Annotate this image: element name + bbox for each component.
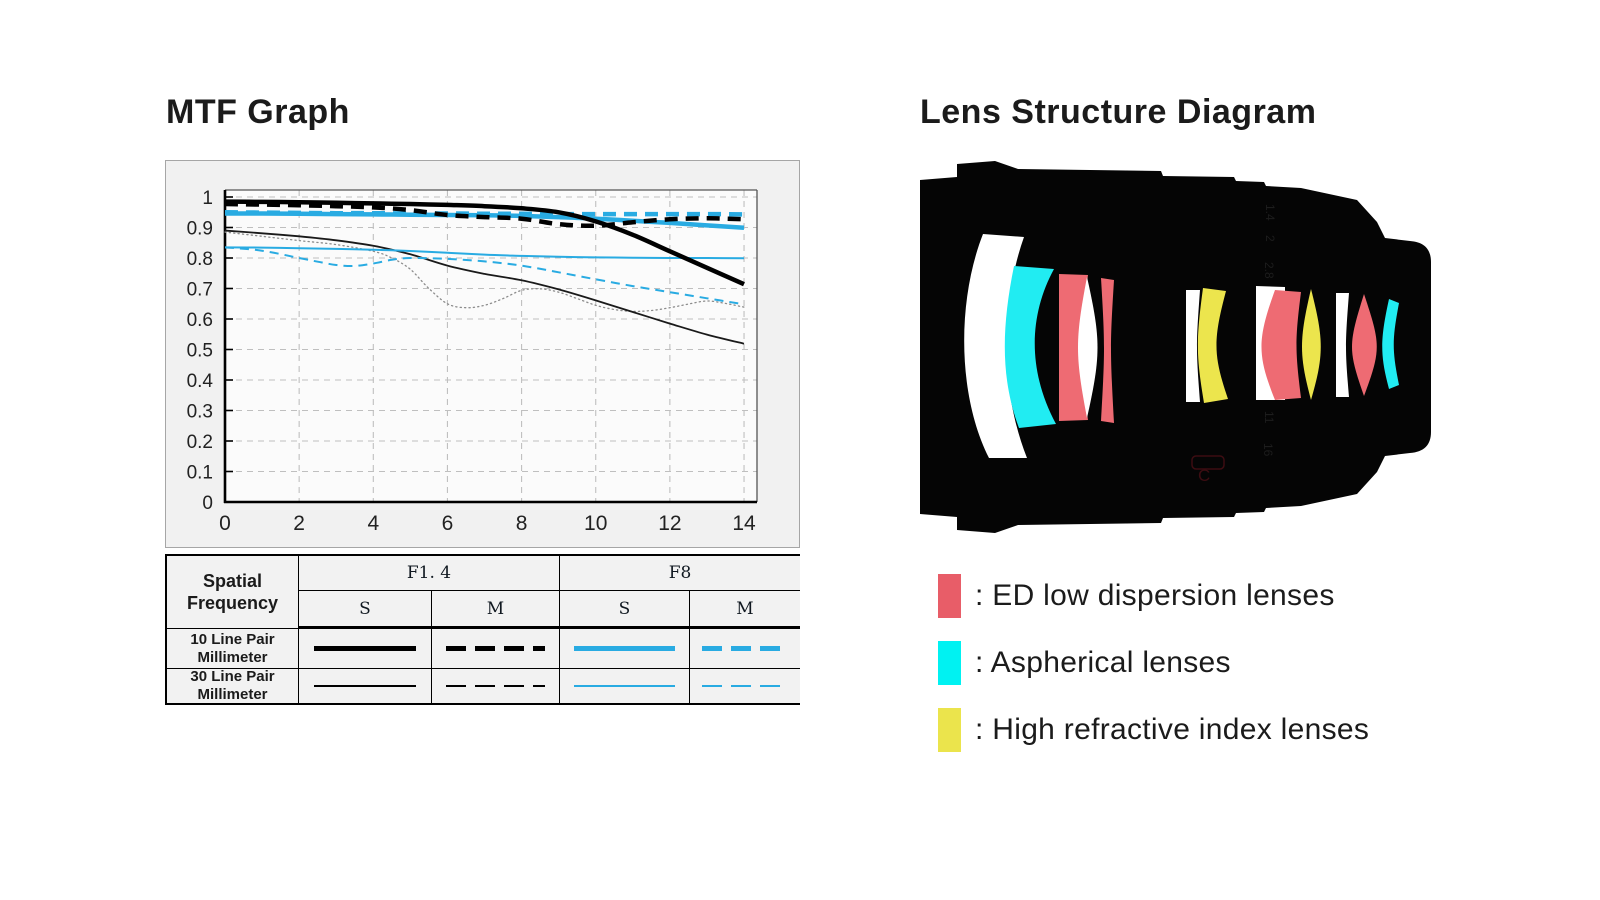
aperture-mark: 1.4 <box>1263 204 1277 221</box>
sample-10lp-f14-s <box>299 629 432 669</box>
aperture-scale-markings: 1.4 2 2.8 11 16 <box>1261 204 1277 457</box>
y-tick-label: 1 <box>202 188 213 209</box>
aperture-group-f8: F8 <box>560 556 800 591</box>
lens-type-legend: : ED low dispersion lenses : Aspherical … <box>938 574 1369 775</box>
subcol-m-f14: M <box>432 591 560 629</box>
sample-30lp-f8-m <box>690 669 800 703</box>
c-badge: C <box>1191 455 1225 485</box>
subcol-s-f8: S <box>560 591 690 629</box>
series-f8-30lp-mm-m <box>224 246 745 306</box>
sample-10lp-f8-s <box>560 629 690 669</box>
x-tick-label: 10 <box>584 512 607 535</box>
lens-element-mid-white-1 <box>1186 290 1200 402</box>
lens-structure-title: Lens Structure Diagram <box>920 93 1317 131</box>
lens-element-ed-4 <box>1352 294 1377 396</box>
x-tick-label: 2 <box>293 512 305 535</box>
line-style-sample <box>445 684 546 688</box>
aspherical-color-swatch <box>938 641 961 685</box>
series-f1-4-30lp-mm-m <box>224 231 745 313</box>
row-label-30lp: 30 Line Pair Millimeter <box>167 668 299 703</box>
subcol-s-f14: S <box>299 591 432 629</box>
lens-element-ed-2 <box>1101 278 1114 423</box>
lens-element-hri-biconvex <box>1302 289 1321 400</box>
aperture-mark: 16 <box>1261 443 1275 457</box>
mtf-chart-canvas: 1 0.9 0.8 0.7 0.6 0.5 0.4 0.3 0.2 0.1 00 2 4 6 8 10 12 14 <box>165 160 800 548</box>
aperture-group-f1-4: F1. 4 <box>299 556 560 591</box>
lens-element-aspherical-front <box>1004 266 1056 428</box>
lens-barrel-silhouette <box>920 161 1431 533</box>
aperture-mark: 11 <box>1262 411 1276 424</box>
ed-color-swatch <box>938 574 961 618</box>
lens-element-cemented-white <box>1078 277 1098 418</box>
series-f8-10lp-mm-m <box>224 210 745 217</box>
x-tick-label: 4 <box>367 512 379 535</box>
line-style-sample <box>574 684 675 688</box>
spatial-frequency-header: Spatial Frequency <box>167 556 299 629</box>
series-f8-30lp-mm-s <box>224 246 745 260</box>
legend-row-ed: : ED low dispersion lenses <box>938 574 1369 618</box>
y-tick-label: 0.8 <box>187 249 213 270</box>
x-tick-label: 12 <box>658 512 681 535</box>
row-label-10lp: 10 Line Pair Millimeter <box>167 629 299 669</box>
y-tick-label: 0.7 <box>187 280 213 301</box>
y-tick-label: 0.1 <box>187 463 213 484</box>
mtf-chart: 1 0.9 0.8 0.7 0.6 0.5 0.4 0.3 0.2 0.1 0 0 2 4 6 8 10 12 14 <box>165 160 800 548</box>
series-f1-4-10lp-mm-m <box>224 201 745 229</box>
ed-legend-label: : ED low dispersion lenses <box>975 579 1335 612</box>
line-style-sample <box>313 646 417 651</box>
series-f1-4-10lp-mm-s <box>224 199 745 287</box>
sample-30lp-f14-s <box>299 669 432 703</box>
high-refractive-legend-label: : High refractive index lenses <box>975 713 1370 746</box>
high-refractive-color-swatch <box>938 708 961 752</box>
lens-element-aspherical-rear <box>1382 299 1399 389</box>
lens-structure-diagram: 1.4 2 2.8 11 16 C <box>920 161 1431 533</box>
aspherical-legend-label: : Aspherical lenses <box>975 646 1231 679</box>
sample-10lp-f8-m <box>690 629 800 669</box>
lens-element-hri-meniscus <box>1197 288 1228 403</box>
line-style-sample <box>702 684 788 688</box>
sample-10lp-f14-m <box>432 629 560 669</box>
y-tick-label: 0.2 <box>187 432 213 453</box>
spatial-frequency-table: Spatial Frequency F1. 4 F8 S M S M 10 Li… <box>165 554 800 705</box>
x-tick-label: 14 <box>732 512 756 535</box>
c-mark: C <box>1198 466 1210 485</box>
legend-row-high-refractive: : High refractive index lenses <box>938 708 1369 752</box>
lens-element-ed-3 <box>1261 290 1301 400</box>
line-style-sample <box>702 646 788 651</box>
legend-row-aspherical: : Aspherical lenses <box>938 641 1369 685</box>
sample-30lp-f14-m <box>432 669 560 703</box>
y-tick-label: 0.6 <box>187 310 213 331</box>
y-tick-label: 0.3 <box>187 402 213 423</box>
y-tick-label: 0.5 <box>187 341 213 362</box>
lens-element-rear-white <box>1336 293 1349 397</box>
y-tick-label: 0.9 <box>187 219 213 240</box>
y-tick-label: 0 <box>202 493 213 514</box>
lens-element-ed-1 <box>1059 274 1088 421</box>
aperture-mark: 2.8 <box>1262 262 1276 279</box>
x-tick-label: 0 <box>219 512 231 535</box>
x-tick-label: 6 <box>442 512 454 535</box>
y-tick-label: 0.4 <box>187 371 214 392</box>
line-style-sample <box>313 684 417 688</box>
sample-30lp-f8-s <box>560 669 690 703</box>
line-style-sample <box>574 646 675 651</box>
line-style-sample <box>445 646 546 651</box>
x-tick-label: 8 <box>516 512 528 535</box>
subcol-m-f8: M <box>690 591 800 629</box>
aperture-mark: 2 <box>1263 235 1277 242</box>
series-f1-4-30lp-mm-s <box>224 229 745 345</box>
mtf-graph-title: MTF Graph <box>166 93 350 131</box>
